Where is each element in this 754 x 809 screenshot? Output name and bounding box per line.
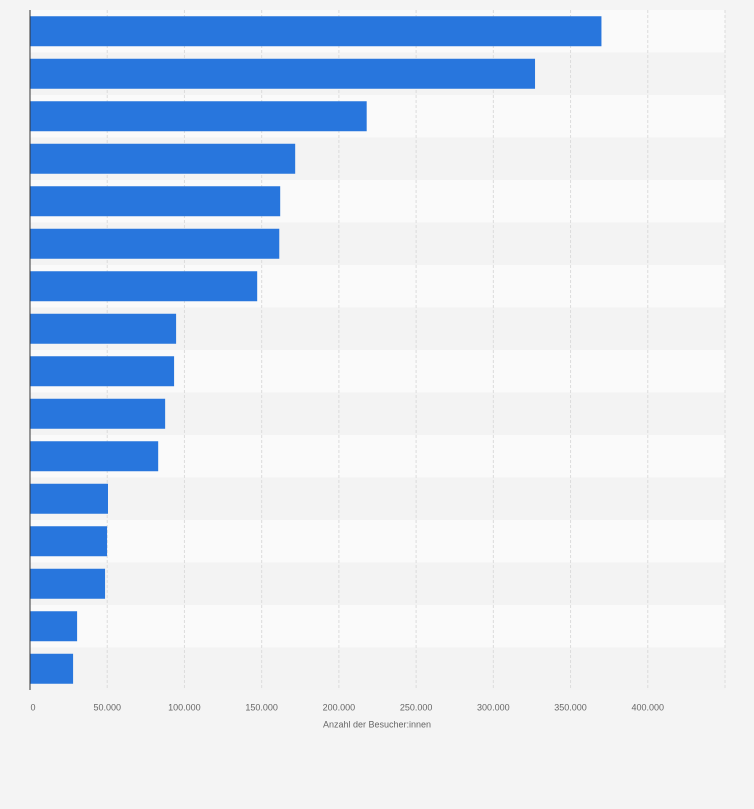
bar — [30, 101, 367, 132]
x-tick-label: 100.000 — [168, 702, 201, 712]
bar — [30, 526, 108, 557]
x-tick-label: 200.000 — [323, 702, 356, 712]
bar — [30, 228, 280, 259]
x-tick-label: 50.000 — [93, 702, 121, 712]
row-band — [30, 562, 725, 605]
bar — [30, 16, 602, 47]
x-tick-label: 350.000 — [554, 702, 587, 712]
x-tick-label: 0 — [30, 702, 35, 712]
row-band — [30, 520, 725, 563]
bar — [30, 143, 296, 174]
x-axis-label: Anzahl der Besucher:innen — [323, 719, 431, 729]
bar — [30, 186, 281, 217]
bar — [30, 483, 108, 514]
x-tick-label: 250.000 — [400, 702, 433, 712]
x-tick-label: 150.000 — [245, 702, 278, 712]
bar — [30, 58, 536, 89]
bar — [30, 398, 166, 429]
row-band — [30, 605, 725, 648]
x-tick-label: 400.000 — [632, 702, 665, 712]
bar — [30, 611, 78, 642]
x-tick-label: 300.000 — [477, 702, 510, 712]
bar — [30, 653, 74, 684]
row-band — [30, 477, 725, 520]
bar — [30, 356, 175, 387]
bar — [30, 271, 258, 302]
bar — [30, 568, 106, 599]
bar — [30, 441, 159, 472]
row-band — [30, 647, 725, 690]
bar — [30, 313, 177, 344]
